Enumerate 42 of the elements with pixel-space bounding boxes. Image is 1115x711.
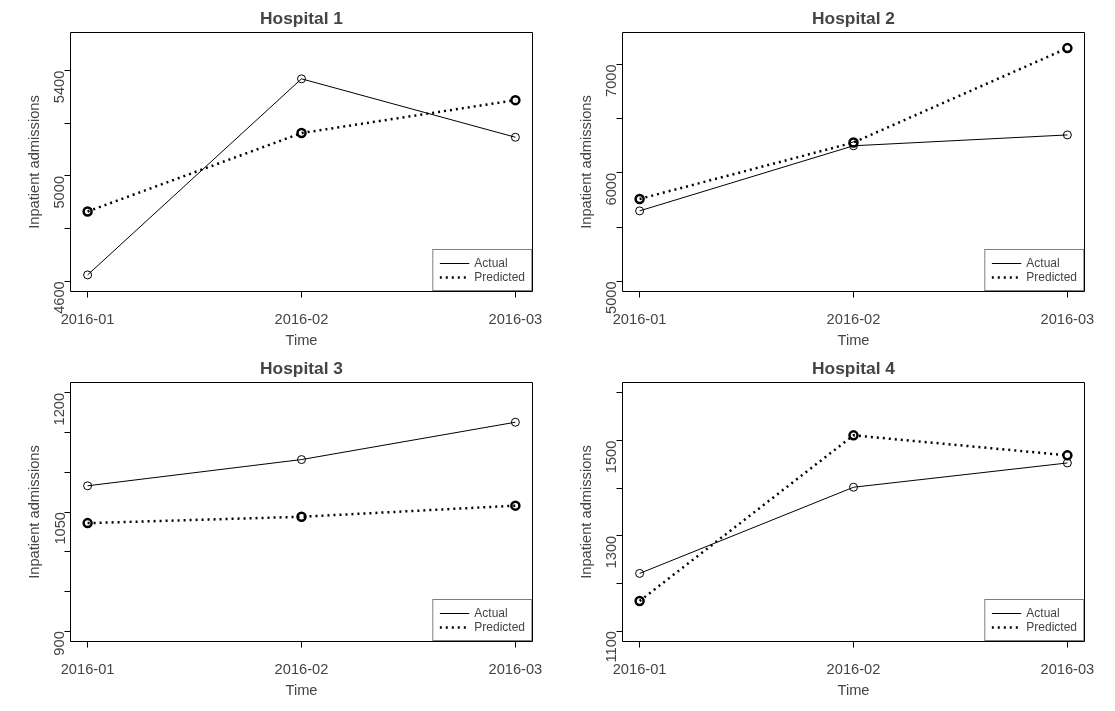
x-axis-title: Time: [837, 331, 870, 348]
chart-title: Hospital 3: [260, 357, 344, 378]
x-tick-label: 2016-03: [1040, 310, 1095, 327]
x-axis-title: Time: [285, 331, 318, 348]
legend-label: Actual: [474, 606, 508, 620]
y-axis-title: Inpatient admissions: [577, 95, 594, 229]
y-tick-label: 6000: [603, 172, 620, 206]
x-tick-label: 2016-02: [826, 660, 881, 677]
legend-label: Actual: [474, 256, 508, 270]
x-tick-label: 2016-01: [612, 660, 667, 677]
x-tick-label: 2016-01: [60, 660, 115, 677]
y-tick-label: 1300: [603, 535, 620, 569]
y-axis-title: Inpatient admissions: [577, 445, 594, 579]
legend-label: Actual: [1026, 256, 1060, 270]
x-tick-label: 2016-03: [488, 310, 543, 327]
chart-title: Hospital 4: [812, 357, 896, 378]
y-tick-label: 1200: [51, 392, 68, 426]
x-tick-label: 2016-02: [274, 310, 329, 327]
x-tick-label: 2016-03: [1040, 660, 1095, 677]
x-axis-title: Time: [837, 681, 870, 698]
chart-title: Hospital 1: [260, 7, 344, 28]
legend-label: Actual: [1026, 606, 1060, 620]
x-tick-label: 2016-02: [826, 310, 881, 327]
legend-label: Predicted: [1026, 620, 1077, 634]
y-tick-label: 4600: [51, 281, 68, 314]
x-tick-label: 2016-03: [488, 660, 543, 677]
y-tick-label: 5000: [603, 281, 620, 315]
y-tick-label: 1500: [603, 440, 620, 474]
x-axis-title: Time: [285, 681, 318, 698]
x-tick-label: 2016-02: [274, 660, 329, 677]
chart-title: Hospital 2: [812, 7, 895, 28]
legend-label: Predicted: [1026, 270, 1077, 284]
y-tick-label: 7000: [603, 64, 620, 97]
y-axis-title: Inpatient admissions: [25, 445, 42, 579]
y-tick-label: 5000: [51, 175, 68, 209]
y-tick-label: 1050: [51, 512, 68, 545]
y-tick-label: 1100: [603, 631, 620, 663]
y-tick-label: 900: [51, 631, 68, 656]
legend-label: Predicted: [474, 620, 525, 634]
y-tick-label: 5400: [51, 70, 68, 104]
y-axis-title: Inpatient admissions: [25, 95, 42, 229]
legend-label: Predicted: [474, 270, 525, 284]
